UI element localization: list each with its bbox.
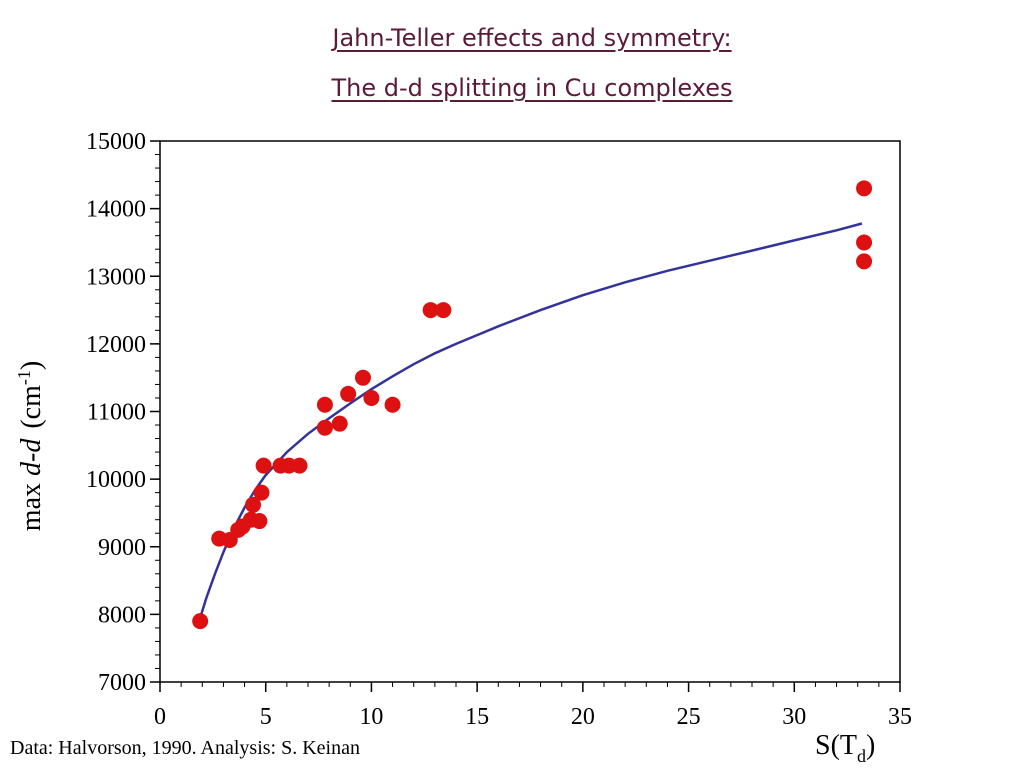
data-point [422,302,439,319]
fit-curve [199,222,863,619]
x-tick-label: 20 [571,704,595,730]
x-tick-label: 0 [154,704,166,730]
data-point [331,415,348,432]
y-tick-label: 12000 [86,332,146,358]
y-tick-label: 13000 [86,264,146,290]
xlabel-sub: d [857,746,866,766]
data-credit: Data: Halvorson, 1990. Analysis: S. Kein… [10,737,360,759]
data-point [340,385,357,402]
ylabel-unit-sup: -1 [14,370,34,385]
x-tick-label: 30 [782,704,806,730]
data-point [255,457,272,474]
y-tick-label: 14000 [86,197,146,223]
data-point [245,496,262,513]
data-point [316,419,333,436]
plot-frame [159,140,901,683]
data-point [354,369,371,386]
xlabel-base: S(T [815,730,857,761]
y-tick-label: 10000 [86,467,146,493]
ylabel-italic: d-d [16,438,47,476]
x-tick-label: 35 [888,704,912,730]
x-tick-labels: 0 5 10 15 20 25 30 35 [154,704,912,730]
minor-ticks [155,140,901,687]
data-point [384,396,401,413]
y-axis-label: max d-d (cm-1) [14,361,47,531]
x-tick-label: 10 [359,704,383,730]
ylabel-prefix: max [16,476,47,531]
x-tick-label: 5 [260,704,272,730]
x-axis-label: S(Td) [815,730,875,766]
data-point [251,513,268,530]
data-point [316,396,333,413]
data-point [363,389,380,406]
data-point [435,302,452,319]
data-point [291,457,308,474]
data-point [856,253,873,270]
x-tick-label: 25 [677,704,701,730]
y-tick-labels: 7000 8000 9000 10000 11000 12000 13000 14000 150… [86,129,146,696]
x-tick-label: 15 [465,704,489,730]
ylabel-unit-base: (cm [16,385,47,429]
plot-border [159,140,901,683]
data-point [856,234,873,251]
data-points [192,180,873,630]
ylabel-unit-close: ) [16,361,47,370]
y-tick-label: 11000 [87,400,146,426]
data-point [253,484,270,501]
chart-title-line1: Jahn-Teller effects and symmetry: [332,24,732,52]
xlabel-close: ) [866,730,875,761]
y-tick-label: 7000 [98,670,146,696]
data-point [192,613,209,630]
chart-title-line2: The d-d splitting in Cu complexes [331,74,733,102]
data-point [856,180,873,197]
y-tick-label: 15000 [86,129,146,155]
y-tick-label: 9000 [98,535,146,561]
y-tick-label: 8000 [98,602,146,628]
major-ticks [150,140,901,692]
